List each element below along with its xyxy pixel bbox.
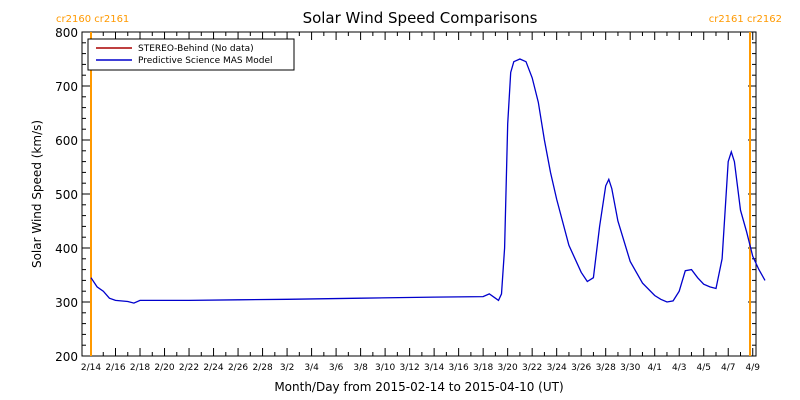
x-tick-label: 3/6: [329, 363, 344, 373]
y-tick-label: 600: [55, 134, 78, 148]
x-tick-label: 3/24: [547, 363, 567, 373]
y-axis-label: Solar Wind Speed (km/s): [30, 120, 44, 268]
x-tick-label: 3/20: [498, 363, 518, 373]
x-tick-label: 3/14: [424, 363, 444, 373]
series-lines: [90, 58, 766, 304]
y-tick-label: 800: [55, 26, 78, 40]
x-tick-label: 3/8: [353, 363, 368, 373]
x-tick-label: 4/7: [721, 363, 735, 373]
marker-label-left: cr2160 cr2161: [56, 14, 129, 25]
x-tick-label: 3/4: [304, 363, 319, 373]
x-tick-label: 2/24: [203, 363, 223, 373]
x-tick-label: 3/10: [375, 363, 395, 373]
y-tick-label: 300: [55, 296, 78, 310]
x-tick-label: 2/16: [105, 363, 125, 373]
y-tick-label: 700: [55, 80, 78, 94]
x-axis: 2/14 2/16 2/18 2/20 2/22 2/24 2/26 2/28 3/2 3/4 3/…: [81, 32, 760, 373]
x-tick-label: 3/18: [473, 363, 493, 373]
carrington-markers: [90, 32, 751, 356]
x-tick-label: 4/3: [672, 363, 686, 373]
legend-box: [87, 38, 295, 71]
y-tick-label: 400: [55, 242, 78, 256]
x-tick-label: 3/2: [280, 363, 294, 373]
legend-label-mas: Predictive Science MAS Model: [138, 56, 273, 66]
plot-frame: [81, 31, 757, 357]
x-tick-label: 3/30: [620, 363, 640, 373]
x-axis-label: Month/Day from 2015-02-14 to 2015-04-10 …: [274, 380, 563, 394]
y-tick-label: 200: [55, 350, 78, 364]
chart-title: Solar Wind Speed Comparisons: [303, 9, 538, 27]
x-tick-label: 3/22: [522, 363, 542, 373]
y-tick-label: 500: [55, 188, 78, 202]
x-tick-label: 2/28: [252, 363, 272, 373]
marker-label-right: cr2161 cr2162: [709, 14, 782, 25]
x-tick-label: 2/20: [154, 363, 174, 373]
x-tick-label: 2/26: [228, 363, 248, 373]
x-tick-label: 2/22: [179, 363, 199, 373]
x-tick-label: 2/18: [130, 363, 150, 373]
x-tick-label: 3/12: [400, 363, 420, 373]
x-tick-label: 4/9: [746, 363, 761, 373]
legend: STEREO-Behind (No data) Predictive Scien…: [87, 38, 295, 71]
x-tick-label: 3/16: [449, 363, 469, 373]
legend-label-stereo: STEREO-Behind (No data): [138, 44, 254, 54]
x-tick-label: 2/14: [81, 363, 101, 373]
x-tick-label: 3/26: [571, 363, 591, 373]
series-line-mas: [90, 58, 766, 304]
x-tick-label: 4/5: [696, 363, 710, 373]
x-tick-label: 4/1: [647, 363, 661, 373]
x-tick-label: 3/28: [596, 363, 616, 373]
y-axis: 200 300 400 500 600 700 800: [55, 26, 756, 364]
